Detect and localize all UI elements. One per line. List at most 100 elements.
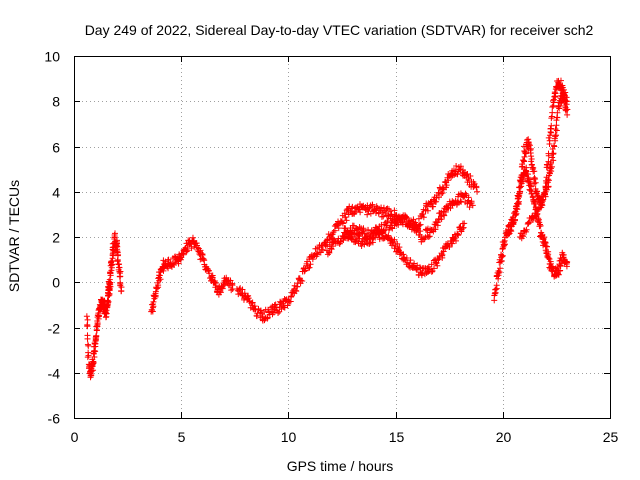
data-point-dense <box>548 168 555 175</box>
data-point-dense <box>153 285 160 292</box>
data-point-dense <box>429 267 436 274</box>
data-point-dense <box>518 174 525 181</box>
data-point-dense <box>118 284 125 291</box>
data-point-dense <box>455 232 462 239</box>
data-point-dense <box>183 248 190 255</box>
data-point-dense <box>553 132 560 139</box>
data-point-dense <box>522 167 529 174</box>
axis-ticks <box>74 56 611 419</box>
data-point-dense <box>356 233 363 240</box>
data-point-dense <box>446 243 453 250</box>
data-point-dense <box>385 235 392 242</box>
data-point-dense <box>184 247 191 254</box>
data-point-dense <box>257 307 264 314</box>
data-point-dense <box>532 175 539 182</box>
data-point-dense <box>339 220 346 227</box>
data-point-dense <box>394 240 401 247</box>
data-point-dense <box>527 183 534 190</box>
y-tick-label: -6 <box>48 411 61 427</box>
series-trace-c <box>148 234 236 315</box>
data-point-dense <box>525 171 532 178</box>
data-point-dense <box>104 298 111 305</box>
x-tick-label: 0 <box>71 429 79 445</box>
data-point-dense <box>445 177 452 184</box>
data-point-dense <box>532 200 539 207</box>
data-point-dense <box>550 99 557 106</box>
data-point-dense <box>334 222 341 229</box>
tick-labels: 0 5 10 15 20 25 -6 -4 -2 0 2 4 6 8 10 <box>44 49 618 446</box>
data-point-dense <box>372 209 379 216</box>
data-point-dense <box>552 126 559 133</box>
data-point-dense <box>552 133 559 140</box>
data-point-dense <box>520 233 527 240</box>
data-point-dense <box>549 146 556 153</box>
data-point-dense <box>351 205 358 212</box>
data-point-dense <box>355 206 362 213</box>
data-point-dense <box>458 228 465 235</box>
data-point-dense <box>380 213 387 220</box>
data-point-dense <box>546 137 553 144</box>
data-point-dense <box>495 270 502 277</box>
data-point-dense <box>439 189 446 196</box>
data-point-dense <box>191 243 198 250</box>
data-point-dense <box>320 246 327 253</box>
data-point-dense <box>391 245 398 252</box>
data-point-dense <box>115 261 122 268</box>
data-point-dense <box>545 172 552 179</box>
data-point-dense <box>564 106 571 113</box>
data-point-dense <box>385 212 392 219</box>
data-point-dense <box>90 360 97 367</box>
data-point-dense <box>411 260 418 267</box>
data-point-dense <box>438 190 445 197</box>
data-point-dense <box>492 289 499 296</box>
data-point-dense <box>329 243 336 250</box>
data-point-dense <box>527 187 534 194</box>
data-point-dense <box>200 256 207 263</box>
data-point-dense <box>363 236 370 243</box>
data-point-dense <box>402 214 409 221</box>
data-point-dense <box>117 279 124 286</box>
data-point-dense <box>84 335 91 342</box>
data-point-dense <box>473 183 480 190</box>
data-point-dense <box>420 210 427 217</box>
data-point-dense <box>201 257 208 264</box>
data-point-dense <box>525 141 532 148</box>
data-point-dense <box>560 251 567 258</box>
series-trace-g <box>491 164 571 304</box>
data-point-dense <box>505 231 512 238</box>
data-point-dense <box>375 210 382 217</box>
data-point-dense <box>550 142 557 149</box>
data-point-dense <box>428 200 435 207</box>
data-point-dense <box>391 236 398 243</box>
data-point-dense <box>460 224 467 231</box>
data-point-dense <box>116 264 123 271</box>
data-point-dense <box>107 272 114 279</box>
data-point-dense <box>543 186 550 193</box>
data-point-dense <box>330 229 337 236</box>
data-point-dense <box>507 226 514 233</box>
data-point-dense <box>562 97 569 104</box>
data-point-dense <box>155 284 162 291</box>
data-point-dense <box>465 194 472 201</box>
data-point-dense <box>428 261 435 268</box>
data-point-dense <box>531 168 538 175</box>
data-point-dense <box>373 224 380 231</box>
data-point-dense <box>105 287 112 294</box>
data-point-dense <box>302 267 309 274</box>
data-point-dense <box>90 359 97 366</box>
data-point-dense <box>165 257 172 264</box>
data-point-dense <box>453 237 460 244</box>
data-point-dense <box>84 354 91 361</box>
data-point-dense <box>416 231 423 238</box>
data-point-dense <box>525 219 532 226</box>
data-point-dense <box>189 234 196 241</box>
data-point-dense <box>515 201 522 208</box>
data-point-dense <box>292 287 299 294</box>
data-point-dense <box>449 240 456 247</box>
data-point-dense <box>117 273 124 280</box>
data-point-dense <box>493 282 500 289</box>
data-point-dense <box>410 224 417 231</box>
data-point-dense <box>523 149 530 156</box>
y-tick-label: -4 <box>48 366 61 382</box>
